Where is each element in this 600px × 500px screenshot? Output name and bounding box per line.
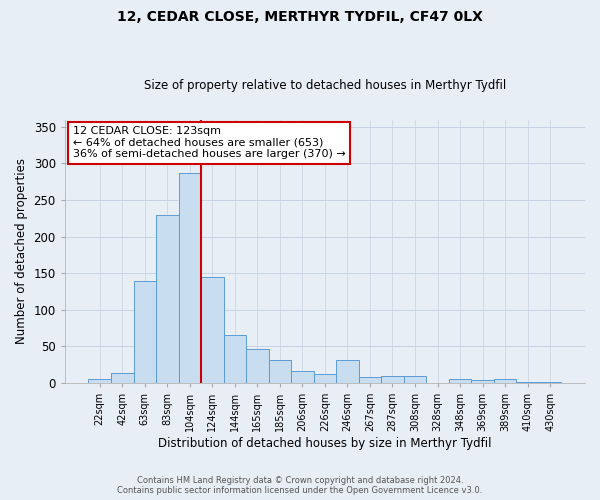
Bar xyxy=(156,214,179,383)
Text: 12, CEDAR CLOSE, MERTHYR TYDFIL, CF47 0LX: 12, CEDAR CLOSE, MERTHYR TYDFIL, CF47 0L… xyxy=(117,10,483,24)
Bar xyxy=(517,382,539,383)
Text: 12 CEDAR CLOSE: 123sqm
← 64% of detached houses are smaller (653)
36% of semi-de: 12 CEDAR CLOSE: 123sqm ← 64% of detached… xyxy=(73,126,346,160)
Bar xyxy=(314,374,336,383)
Bar xyxy=(359,377,381,383)
Bar xyxy=(539,382,562,383)
Bar xyxy=(88,380,111,383)
Bar xyxy=(201,277,224,383)
Title: Size of property relative to detached houses in Merthyr Tydfil: Size of property relative to detached ho… xyxy=(144,79,506,92)
Bar xyxy=(224,334,246,383)
Bar xyxy=(449,380,471,383)
Bar xyxy=(404,376,426,383)
Text: Contains HM Land Registry data © Crown copyright and database right 2024.
Contai: Contains HM Land Registry data © Crown c… xyxy=(118,476,482,495)
Bar xyxy=(111,373,134,383)
Y-axis label: Number of detached properties: Number of detached properties xyxy=(15,158,28,344)
Bar xyxy=(179,173,201,383)
Bar xyxy=(381,376,404,383)
Bar xyxy=(134,280,156,383)
Bar xyxy=(269,360,291,383)
Bar xyxy=(494,380,517,383)
Bar xyxy=(246,348,269,383)
Bar xyxy=(471,380,494,383)
Bar xyxy=(336,360,359,383)
X-axis label: Distribution of detached houses by size in Merthyr Tydfil: Distribution of detached houses by size … xyxy=(158,437,491,450)
Bar xyxy=(291,370,314,383)
